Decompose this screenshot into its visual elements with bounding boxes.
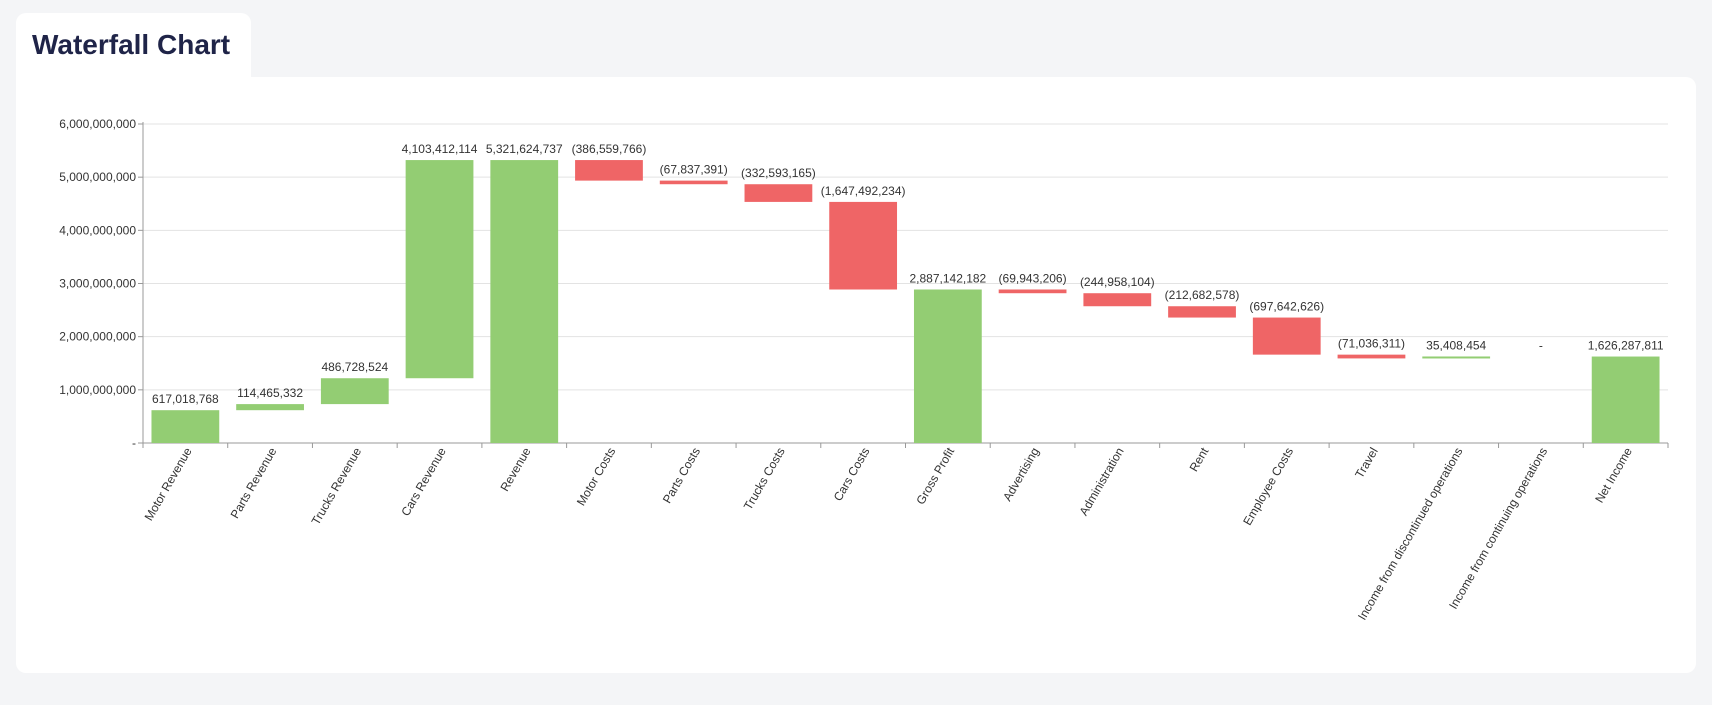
bar-motor-revenue [151, 410, 220, 443]
bar-revenue [490, 160, 559, 443]
x-tick-label: Trucks Costs [741, 445, 788, 512]
bar-travel [1337, 354, 1406, 359]
x-tick-label: Revenue [497, 445, 533, 494]
x-tick-label: Cars Costs [831, 445, 873, 503]
bar-motor-costs [575, 160, 643, 181]
x-tick-label: Income from discontinued operations [1355, 445, 1466, 622]
data-label: (332,593,165) [741, 166, 816, 180]
data-label: (71,036,311) [1338, 337, 1405, 351]
x-tick-label: Rent [1187, 445, 1212, 475]
x-tick-label: Income from continuing operations [1446, 445, 1550, 611]
axes: - 1,000,000,000 2,000,000,000 3,000,000,000… [59, 117, 1669, 450]
bar-income-from-discontinued-operations [1422, 356, 1491, 359]
y-tick-label: 6,000,000,000 [59, 117, 136, 131]
bar-employee-costs [1252, 317, 1321, 355]
x-tick-label: Advertising [1000, 445, 1042, 503]
y-tick-label: 1,000,000,000 [59, 383, 136, 397]
y-tick-label: 4,000,000,000 [59, 223, 136, 237]
data-label: 114,465,332 [237, 386, 303, 400]
bar-advertising [998, 289, 1067, 294]
gridlines [143, 123, 1668, 391]
x-tick-label: Administration [1077, 445, 1127, 518]
x-tick-label: Parts Revenue [228, 445, 280, 521]
bar-gross-profit [913, 289, 982, 443]
chart-card [16, 77, 1696, 673]
bar-parts-costs [659, 180, 728, 185]
x-tick-label: Parts Costs [660, 445, 703, 506]
bar-parts-revenue [236, 404, 304, 411]
data-label: (386,559,766) [572, 142, 647, 156]
x-tick-label: Motor Revenue [142, 445, 195, 523]
bars [151, 160, 1660, 443]
bar-cars-costs [829, 201, 898, 290]
y-tick-label: 2,000,000,000 [59, 330, 136, 344]
x-tick-label: Trucks Revenue [309, 445, 365, 528]
x-tick-label: Cars Revenue [398, 445, 449, 519]
x-tick-labels: Motor Revenue Parts Revenue Trucks Revenue… [142, 445, 1636, 623]
data-label: (212,682,578) [1165, 288, 1240, 302]
bar-trucks-revenue [320, 378, 389, 405]
data-label: - [1539, 339, 1543, 353]
x-tick-label: Employee Costs [1240, 445, 1296, 528]
data-label: 1,626,287,811 [1588, 339, 1664, 353]
data-label: (697,642,626) [1249, 300, 1324, 314]
bar-administration [1083, 293, 1152, 307]
data-label: 617,018,768 [152, 392, 219, 406]
data-label: (1,647,492,234) [821, 184, 906, 198]
x-tick-label: Travel [1352, 445, 1381, 480]
y-tick-label: 5,000,000,000 [59, 170, 136, 184]
x-tick-label: Gross Profit [913, 445, 957, 507]
y-tick-label: - [132, 436, 136, 450]
data-label: 2,887,142,182 [909, 272, 986, 286]
page-title: Waterfall Chart [32, 29, 231, 60]
chart-title-tab: Waterfall Chart [16, 13, 251, 83]
data-label: (244,958,104) [1080, 275, 1155, 289]
x-tick-label: Net Income [1592, 445, 1635, 505]
bar-cars-revenue [405, 160, 474, 379]
data-label: (67,837,391) [660, 163, 728, 177]
data-label: 35,408,454 [1426, 339, 1486, 353]
data-labels: 617,018,768 114,465,332 486,728,524 4,103,4… [152, 142, 1664, 406]
data-label: 4,103,412,114 [402, 142, 478, 156]
bar-net-income [1591, 356, 1660, 443]
bar-rent [1168, 306, 1236, 318]
data-label: (69,943,206) [999, 272, 1067, 286]
bar-trucks-costs [744, 184, 813, 202]
data-label: 5,321,624,737 [486, 142, 563, 156]
y-tick-label: 3,000,000,000 [59, 277, 136, 291]
x-tick-label: Motor Costs [574, 445, 618, 508]
data-label: 486,728,524 [321, 360, 388, 374]
